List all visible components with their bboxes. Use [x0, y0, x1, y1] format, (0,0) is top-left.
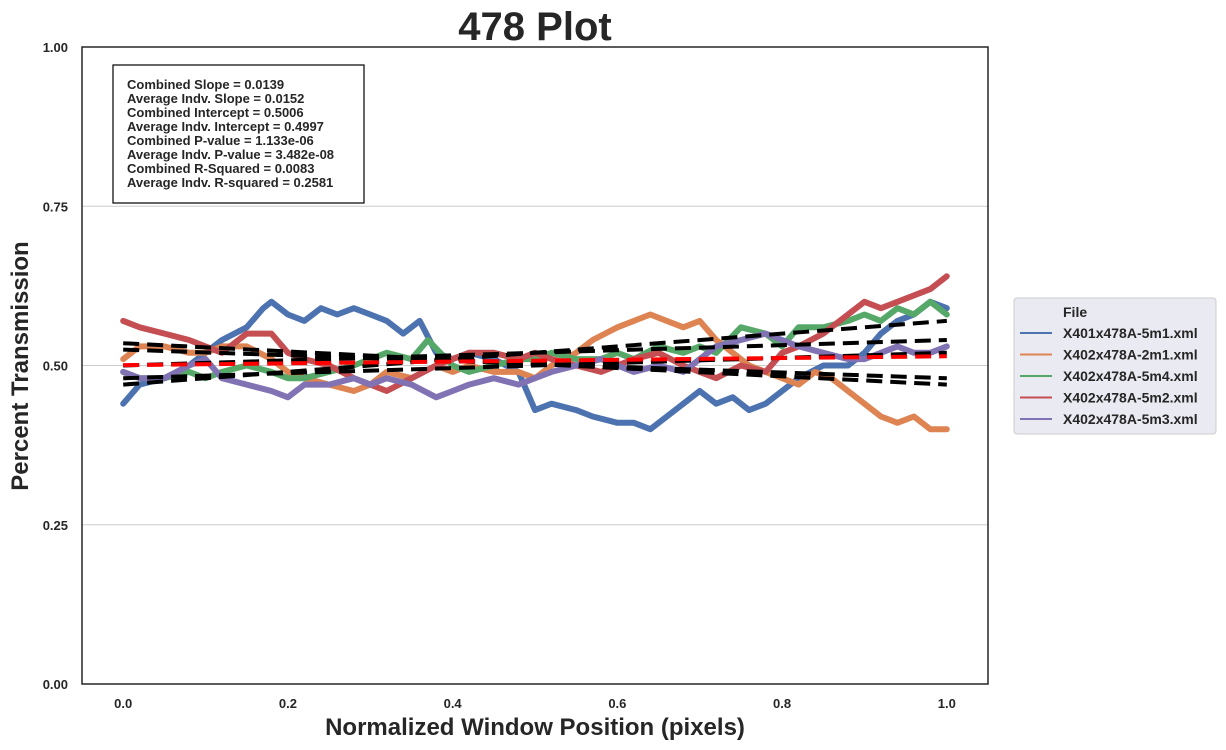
plot-frame	[81, 46, 989, 685]
legend: File X401x478A-5m1.xmlX402x478A-2m1.xmlX…	[1013, 297, 1217, 435]
x-tick-label: 0.0	[114, 696, 132, 711]
individual-fit-line-2	[123, 338, 947, 368]
x-tick-label: 0.4	[444, 696, 463, 711]
chart-title: 478 Plot	[458, 5, 611, 49]
fit-lines-group	[123, 318, 947, 387]
x-ticks: 0.0 0.2 0.4 0.6 0.8 1.0	[114, 696, 956, 711]
legend-label: X402x478A-2m1.xml	[1063, 347, 1198, 363]
stats-line: Combined P-value = 1.133e-06	[127, 133, 314, 148]
series-line-5	[120, 330, 950, 401]
y-tick-label: 0.00	[43, 677, 68, 692]
y-tick-label: 1.00	[43, 40, 68, 55]
legend-label: X402x478A-5m3.xml	[1063, 411, 1198, 427]
legend-label: X402x478A-5m4.xml	[1063, 368, 1198, 384]
legend-entries: X401x478A-5m1.xml X402x478A-2m1.xml X402x4…	[1020, 325, 1198, 427]
x-tick-label: 0.2	[279, 696, 297, 711]
x-tick-label: 0.6	[608, 696, 626, 711]
stats-box-frame	[112, 64, 365, 204]
y-ticks: 0.00 0.25 0.50 0.75 1.00	[43, 40, 68, 692]
stats-line: Average Indv. R-squared = 0.2581	[127, 175, 333, 190]
stats-line: Combined R-Squared = 0.0083	[127, 161, 314, 176]
stats-line: Average Indv. Intercept = 0.4997	[127, 119, 324, 134]
stats-line: Average Indv. P-value = 3.482e-08	[127, 147, 334, 162]
x-tick-label: 0.8	[773, 696, 791, 711]
combined-fit-line	[123, 354, 947, 368]
legend-title: File	[1063, 304, 1087, 320]
x-axis-label: Normalized Window Position (pixels)	[325, 714, 745, 741]
stats-line: Combined Slope = 0.0139	[127, 77, 284, 92]
stats-line: Combined Intercept = 0.5006	[127, 105, 304, 120]
y-tick-label: 0.75	[43, 199, 68, 214]
y-tick-label: 0.25	[43, 518, 68, 533]
legend-frame	[1013, 297, 1217, 435]
y-tick-label: 0.50	[43, 359, 68, 374]
y-axis-label: Percent Transmission	[7, 241, 34, 490]
legend-label: X401x478A-5m1.xml	[1063, 325, 1198, 341]
legend-label: X402x478A-5m2.xml	[1063, 390, 1198, 406]
x-tick-label: 1.0	[938, 696, 956, 711]
stats-line: Average Indv. Slope = 0.0152	[127, 91, 304, 106]
